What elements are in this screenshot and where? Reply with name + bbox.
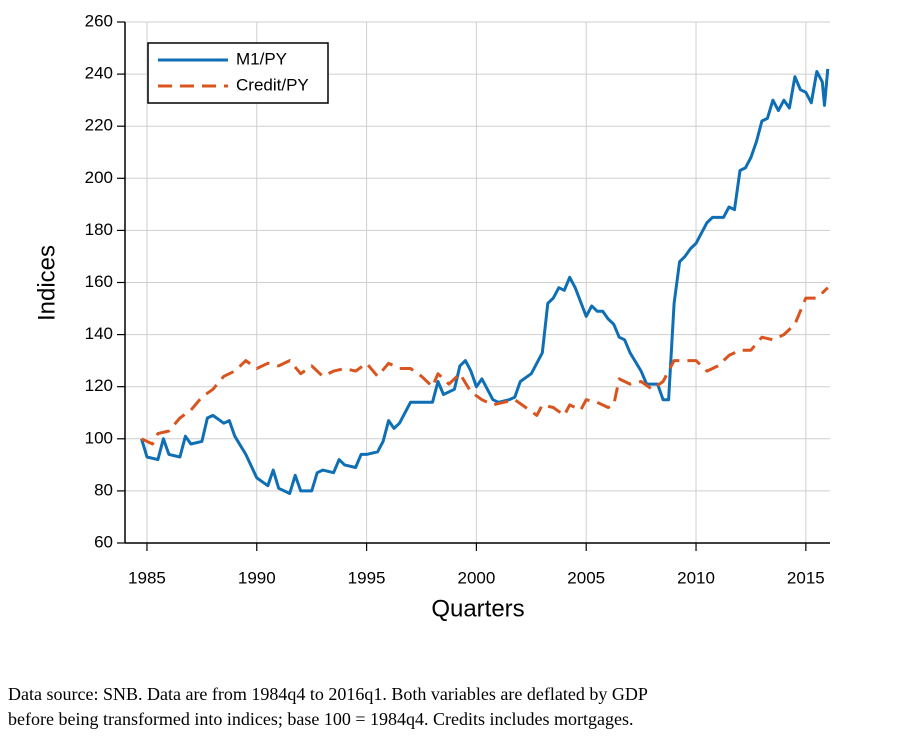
x-tick-label: 1995 [348,568,386,587]
caption: before being transformed into indices; b… [8,709,634,729]
y-tick-label: 160 [85,272,113,291]
legend-box [147,42,329,104]
y-tick-label: 180 [85,220,113,239]
y-tick-label: 240 [85,64,113,83]
caption: Data source: SNB. Data are from 1984q4 t… [8,684,648,704]
x-tick-label: 2015 [787,568,825,587]
x-tick-label: 1985 [128,568,166,587]
series-line [140,68,830,495]
x-tick-label: 2000 [457,568,495,587]
y-tick-label: 80 [94,480,113,499]
y-axis-label: Indices [33,245,60,321]
series-line [140,286,829,446]
y-tick-label: 140 [85,324,113,343]
legend-label: M1/PY [236,49,287,68]
legend-label: Credit/PY [236,75,309,94]
x-tick-label: 2010 [677,568,715,587]
y-tick-label: 100 [85,428,113,447]
x-tick-label: 2005 [567,568,605,587]
y-tick-label: 220 [85,116,113,135]
x-tick-label: 1990 [238,568,276,587]
y-tick-label: 260 [85,11,113,30]
y-tick-label: 60 [94,532,113,551]
x-axis-label: Quarters [431,595,524,622]
y-tick-label: 120 [85,376,113,395]
y-tick-label: 200 [85,168,113,187]
